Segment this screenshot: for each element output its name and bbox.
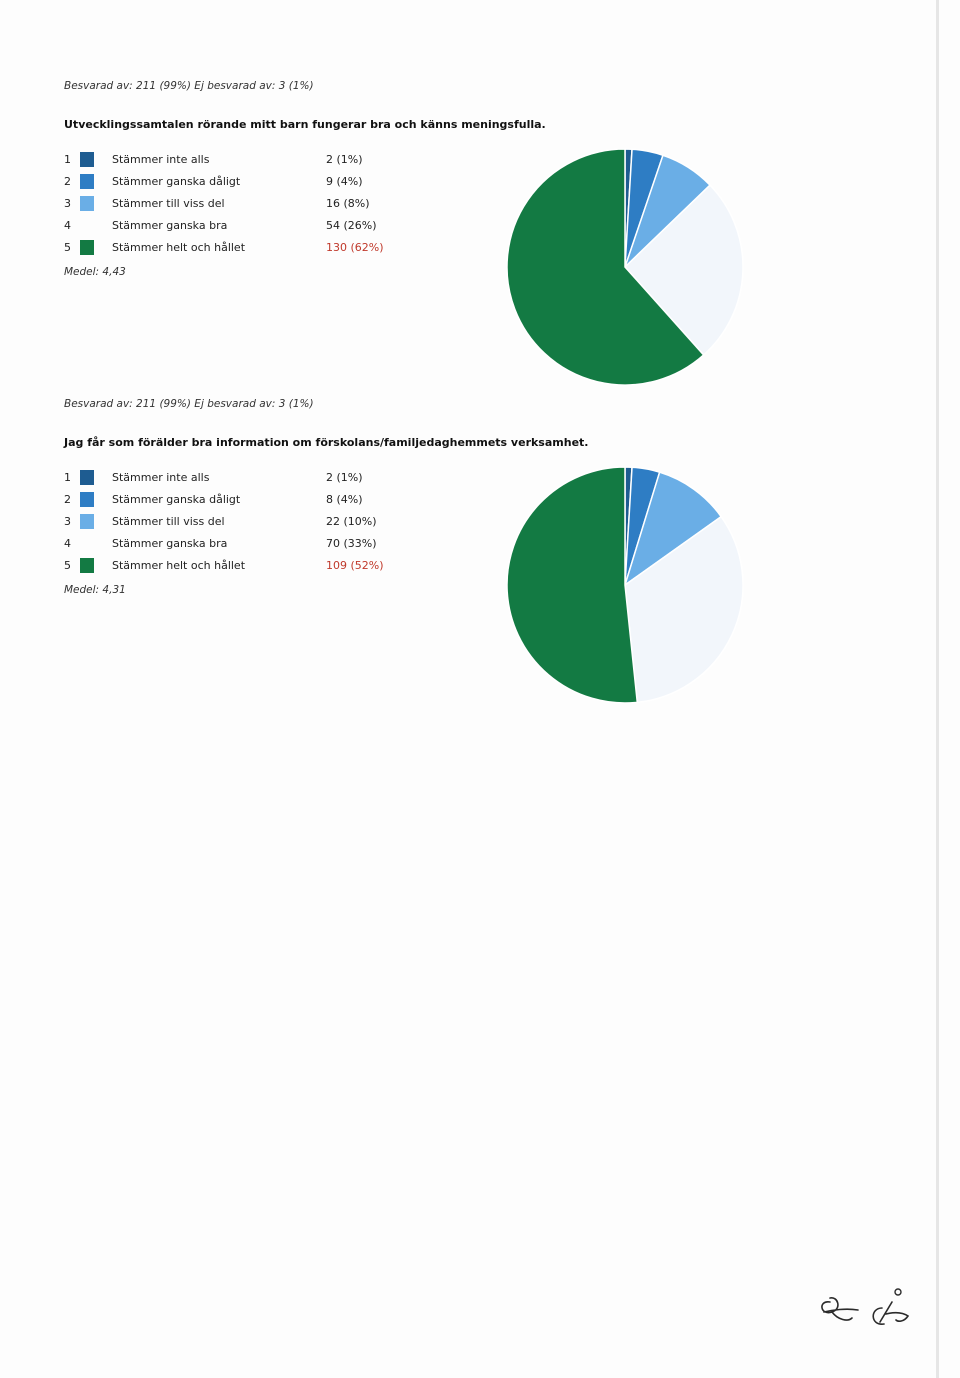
legend-count: 54 (26%) — [326, 219, 377, 232]
legend-count: 2 (1%) — [326, 471, 363, 484]
answered-count-text: Besvarad av: 211 (99%) Ej besvarad av: 3… — [64, 80, 314, 92]
legend-number: 1 — [64, 471, 71, 484]
legend-label: Stämmer ganska dåligt — [112, 493, 241, 506]
legend-label: Stämmer helt och hållet — [112, 241, 246, 254]
legend-number: 3 — [64, 515, 71, 528]
legend-swatch — [80, 152, 94, 167]
pie-slice-5 — [506, 148, 705, 386]
pie-slice-3 — [623, 471, 723, 587]
page-edge — [936, 0, 939, 1378]
legend-count: 16 (8%) — [326, 197, 370, 210]
legend-label: Stämmer helt och hållet — [112, 559, 246, 572]
legend-swatch — [80, 558, 94, 573]
pie-slice-5 — [506, 466, 639, 704]
legend-label: Stämmer inte alls — [112, 471, 210, 484]
question-title: Jag får som förälder bra information om … — [64, 436, 589, 449]
legend-swatch — [80, 218, 94, 233]
pie-slice-4 — [623, 184, 744, 357]
legend-number: 4 — [64, 219, 71, 232]
legend-count: 70 (33%) — [326, 537, 377, 550]
legend-count: 8 (4%) — [326, 493, 363, 506]
legend-label: Stämmer till viss del — [112, 197, 225, 210]
legend-count: 2 (1%) — [326, 153, 363, 166]
legend-number: 4 — [64, 537, 71, 550]
legend-label: Stämmer till viss del — [112, 515, 225, 528]
legend-number: 5 — [64, 559, 71, 572]
answered-count-text: Besvarad av: 211 (99%) Ej besvarad av: 3… — [64, 398, 314, 410]
legend-swatch — [80, 492, 94, 507]
legend-count: 130 (62%) — [326, 241, 384, 254]
legend-swatch — [80, 240, 94, 255]
legend-label: Stämmer ganska dåligt — [112, 175, 241, 188]
legend-number: 5 — [64, 241, 71, 254]
legend-swatch — [80, 174, 94, 189]
legend-label: Stämmer ganska bra — [112, 537, 228, 550]
legend-number: 2 — [64, 493, 71, 506]
legend-swatch — [80, 196, 94, 211]
legend-swatch — [80, 470, 94, 485]
pie-slice-4 — [624, 515, 744, 704]
legend-swatch — [80, 514, 94, 529]
legend-count: 9 (4%) — [326, 175, 363, 188]
pie-chart — [506, 148, 744, 386]
legend-number: 2 — [64, 175, 71, 188]
pie-chart — [506, 466, 744, 704]
legend-label: Stämmer inte alls — [112, 153, 210, 166]
signature-mark — [821, 1288, 910, 1325]
legend-number: 1 — [64, 153, 71, 166]
legend-swatch — [80, 536, 94, 551]
legend-number: 3 — [64, 197, 71, 210]
mean-value-text: Medel: 4,43 — [64, 266, 126, 278]
legend-count: 109 (52%) — [326, 559, 384, 572]
legend-count: 22 (10%) — [326, 515, 377, 528]
legend-label: Stämmer ganska bra — [112, 219, 228, 232]
question-title: Utvecklingssamtalen rörande mitt barn fu… — [64, 118, 546, 131]
mean-value-text: Medel: 4,31 — [64, 584, 126, 596]
